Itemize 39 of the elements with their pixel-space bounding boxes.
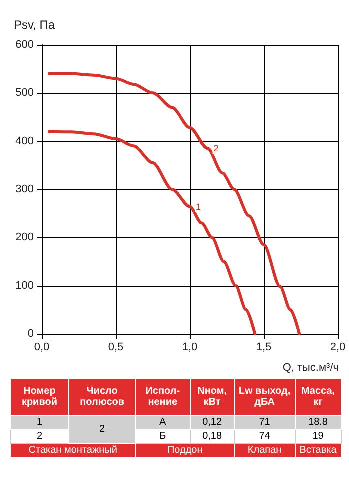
text: Nном, кВт	[190, 378, 235, 416]
x-axis-title: Q, тыс.м³/ч	[282, 362, 339, 374]
text: А	[136, 416, 190, 430]
y-tick-label: 100	[16, 280, 34, 292]
text: 71	[234, 416, 296, 430]
text: Номер кривой	[10, 378, 69, 416]
line-series	[48, 72, 302, 336]
y-tick-label: 0	[28, 328, 34, 340]
text: Испол-нение	[136, 378, 190, 416]
text: 1	[10, 416, 69, 430]
y-tick-label: 300	[16, 184, 34, 196]
text: Б	[136, 430, 190, 444]
x-tick-label: 1,5	[256, 342, 272, 354]
x-tick-label: 2,0	[330, 342, 346, 354]
text: Число полюсов	[68, 378, 136, 416]
x-tick-label: 0,0	[34, 342, 50, 354]
text: Вставка	[295, 444, 342, 458]
series-label: 1	[196, 202, 202, 212]
text: Масса, кг	[295, 378, 342, 416]
text: Клапан	[234, 444, 296, 458]
text: 0,12	[190, 416, 235, 430]
y-tick-label: 200	[16, 232, 34, 244]
text: 2	[68, 416, 136, 444]
text: 19	[295, 430, 342, 444]
text: 0,18	[190, 430, 235, 444]
line-series	[48, 130, 257, 336]
text: 2	[10, 430, 69, 444]
y-tick-label: 400	[16, 135, 34, 148]
text: Lw выход, дБА	[234, 378, 296, 416]
y-tick-label: 600	[16, 39, 34, 51]
series-label: 2	[214, 144, 219, 154]
y-axis-title: Psv, Па	[14, 18, 56, 32]
y-tick-label: 500	[16, 87, 34, 100]
text: 74	[234, 430, 296, 444]
text: Стакан монтажный	[10, 444, 136, 458]
text: Поддон	[136, 444, 235, 458]
text: 18.8	[295, 416, 342, 430]
x-tick-label: 0,5	[108, 342, 124, 354]
x-tick-label: 1,0	[182, 342, 198, 354]
